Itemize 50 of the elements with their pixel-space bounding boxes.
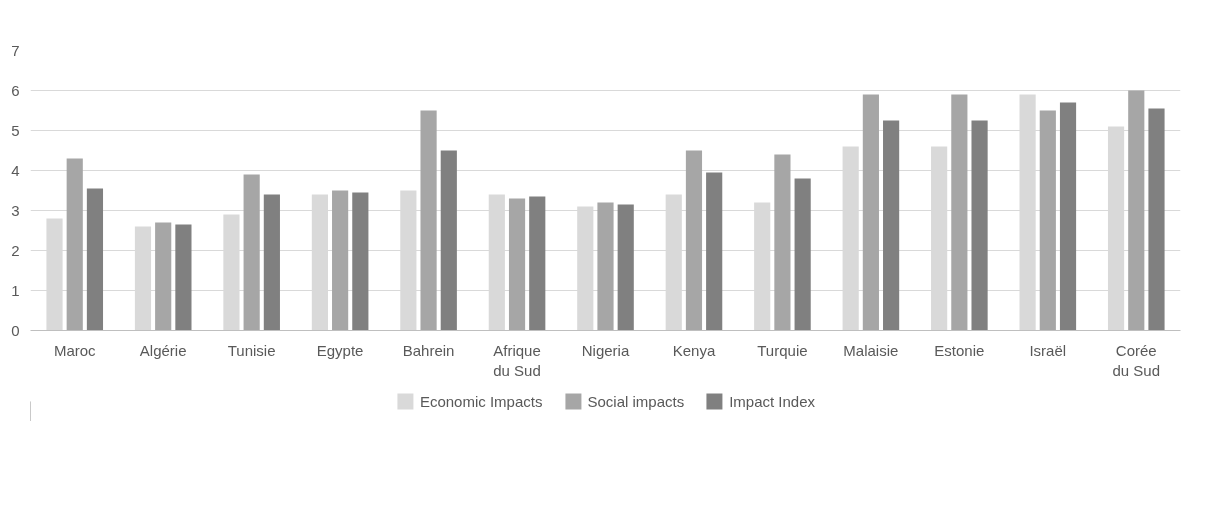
x-tick-label: Estonie — [934, 341, 985, 359]
bar — [1059, 102, 1077, 331]
bar — [263, 194, 280, 331]
bar — [685, 150, 703, 331]
bar — [862, 94, 879, 331]
bar — [420, 110, 437, 331]
x-tick-label: Turquie — [757, 341, 808, 359]
bar — [971, 120, 988, 331]
bar — [774, 154, 791, 331]
bar — [617, 204, 634, 331]
x-tick-label: Tunisie — [227, 341, 276, 359]
bar — [86, 188, 104, 331]
x-tick-label: Algérie — [139, 341, 187, 359]
bar — [794, 178, 811, 331]
bar — [951, 94, 968, 331]
bar — [508, 198, 526, 331]
bar — [243, 174, 260, 331]
bar — [883, 120, 900, 331]
y-tick-label: 1 — [11, 281, 20, 299]
bar — [1039, 110, 1056, 331]
y-tick-label: 6 — [11, 81, 20, 99]
bar — [175, 224, 192, 331]
y-tick-label: 2 — [11, 241, 20, 259]
bar — [529, 196, 546, 331]
x-tick-label: Israël — [1029, 341, 1067, 359]
legend-label: Economic Impacts — [419, 392, 543, 410]
bar — [597, 202, 614, 331]
y-tick-label: 3 — [11, 201, 20, 219]
x-tick-label: Bahrein — [402, 341, 455, 359]
bar — [1148, 108, 1165, 331]
bar — [66, 158, 83, 331]
y-tick-label: 4 — [11, 161, 20, 179]
x-tick-label: Corée du Sud — [1112, 341, 1161, 379]
y-tick-label: 7 — [11, 41, 20, 59]
x-tick-label: Nigeria — [581, 341, 630, 359]
bar — [332, 190, 349, 331]
bar — [155, 222, 172, 331]
y-tick-label: 5 — [11, 121, 20, 139]
bar — [706, 172, 723, 331]
x-tick-label: Egypte — [316, 341, 364, 359]
legend-label: Impact Index — [729, 392, 816, 410]
bar — [1128, 90, 1145, 331]
x-tick-label: Malaisie — [843, 341, 899, 359]
x-tick-label: Afrique du Sud — [493, 341, 541, 379]
y-tick-label: 0 — [11, 321, 20, 339]
x-tick-label: Kenya — [672, 341, 716, 359]
bar — [352, 192, 369, 331]
bar — [440, 150, 457, 331]
x-tick-label: Maroc — [53, 341, 97, 359]
legend-label: Social impacts — [587, 392, 685, 410]
